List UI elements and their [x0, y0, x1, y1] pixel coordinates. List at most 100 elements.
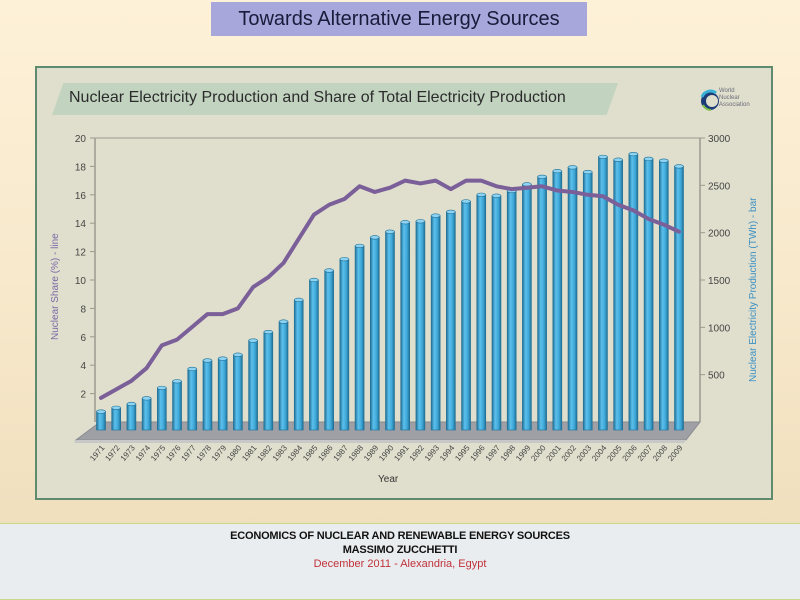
bar-body — [582, 171, 593, 431]
bar — [522, 182, 532, 431]
left-tick-label: 20 — [75, 134, 87, 145]
bar-body — [354, 245, 365, 431]
bar-cap — [369, 235, 380, 240]
bar-cap — [613, 157, 623, 162]
bar-cap — [491, 193, 502, 198]
x-tick-label: 1995 — [453, 443, 472, 463]
right-tick-label: 2000 — [708, 229, 731, 240]
bar-body — [339, 258, 350, 431]
x-tick-label: 1985 — [301, 443, 320, 463]
x-tick-label: 2002 — [560, 443, 579, 463]
bar-body — [157, 387, 167, 431]
wna-logo-text: World Nuclear Association — [719, 88, 750, 109]
x-tick-label: 1991 — [392, 443, 411, 463]
bar — [506, 188, 517, 431]
bar — [628, 151, 639, 431]
bar — [385, 229, 395, 431]
left-tick-label: 10 — [75, 276, 87, 287]
left-tick-label: 2 — [80, 390, 86, 401]
x-tick-label: 2009 — [666, 443, 685, 463]
bar-cap — [415, 219, 426, 224]
x-tick-label: 1978 — [195, 443, 214, 463]
x-tick-label: 2008 — [651, 443, 670, 463]
bar-body — [400, 221, 411, 431]
bar-cap — [263, 329, 274, 335]
bar-body — [446, 211, 456, 431]
x-tick-label: 1987 — [332, 443, 351, 463]
bar-cap — [674, 164, 684, 169]
bar-body — [369, 237, 380, 431]
x-tick-label: 2001 — [545, 443, 564, 463]
x-tick-label: 1972 — [103, 443, 122, 463]
bar-body — [476, 194, 487, 431]
bar-cap — [172, 379, 182, 384]
footer-course-title: ECONOMICS OF NUCLEAR AND RENEWABLE ENERG… — [230, 530, 570, 542]
bar-cap — [598, 154, 608, 160]
x-tick-label: 1976 — [164, 443, 183, 463]
bar-body — [552, 170, 563, 431]
bar — [598, 154, 608, 431]
bar — [491, 193, 502, 431]
x-tick-label: 1982 — [256, 443, 275, 463]
bar — [369, 235, 380, 431]
bar — [187, 366, 198, 431]
bar-cap — [278, 319, 289, 324]
bar-cap — [658, 158, 669, 163]
wna-logo-icon — [700, 89, 719, 111]
bar — [415, 219, 426, 431]
x-tick-label: 2003 — [575, 443, 594, 463]
bar-body — [263, 331, 274, 431]
bar-body — [415, 221, 426, 431]
bar — [446, 209, 456, 431]
bar — [202, 358, 213, 431]
right-axis-label: Nuclear Electricity Production (TWh) - b… — [748, 197, 759, 382]
right-tick-label: 2500 — [708, 181, 731, 192]
bar-cap — [309, 277, 319, 283]
x-tick-label: 1994 — [438, 443, 457, 463]
logo-line: World — [719, 88, 735, 94]
bar-cap — [324, 268, 334, 273]
bar-cap — [217, 356, 228, 361]
bar — [233, 352, 243, 431]
bar — [141, 396, 152, 431]
bar — [263, 329, 274, 431]
bar-cap — [96, 409, 106, 414]
bar-cap — [126, 401, 137, 407]
right-tick-label: 1000 — [708, 323, 731, 334]
bar-cap — [461, 199, 471, 204]
bar-body — [172, 380, 182, 431]
bar-body — [217, 358, 228, 431]
left-axis-label: Nuclear Share (%) - line — [50, 233, 61, 340]
bar-body — [613, 159, 623, 431]
bar-body — [658, 160, 669, 431]
bar-cap — [476, 192, 487, 197]
x-tick-label: 1996 — [468, 443, 487, 463]
bar-cap — [354, 243, 365, 249]
left-tick-label: 6 — [80, 333, 86, 344]
x-tick-label: 1989 — [362, 443, 381, 463]
x-tick-label: 2007 — [636, 443, 655, 463]
x-tick-label: 1998 — [499, 443, 518, 463]
right-tick-label: 500 — [708, 371, 725, 382]
bar-body — [141, 398, 152, 431]
chart-title: Nuclear Electricity Production and Share… — [69, 89, 566, 106]
left-tick-label: 16 — [75, 191, 87, 202]
bar-body — [522, 184, 532, 431]
x-tick-label: 1974 — [134, 443, 153, 463]
right-tick-label: 1500 — [708, 276, 731, 287]
bar-body — [643, 158, 654, 431]
bar — [582, 169, 593, 431]
bar — [658, 158, 669, 431]
bar — [643, 156, 654, 431]
bar — [567, 165, 578, 431]
bar-cap — [446, 209, 456, 214]
left-tick-label: 12 — [75, 248, 87, 259]
x-tick-label: 2006 — [621, 443, 640, 463]
bar-body — [126, 403, 137, 431]
left-tick-label: 8 — [80, 304, 86, 315]
bar-body — [187, 368, 198, 431]
logo-line: Nuclear — [719, 95, 740, 101]
left-tick-label: 14 — [75, 219, 87, 230]
bar-body — [278, 321, 289, 431]
x-tick-label: 1975 — [149, 443, 168, 463]
